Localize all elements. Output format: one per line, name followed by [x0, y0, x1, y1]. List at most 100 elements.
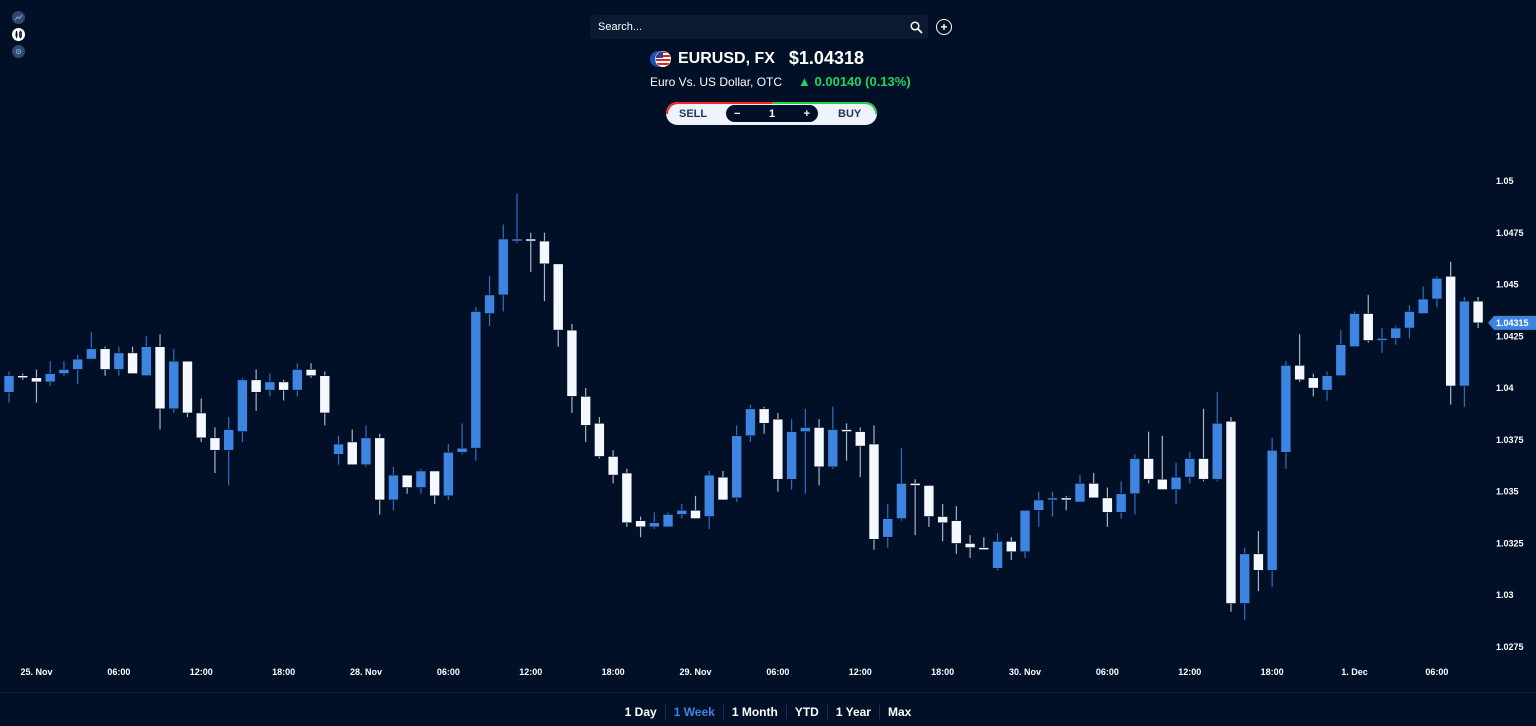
- candle-body: [209, 437, 221, 451]
- last-price-label: 1.04315: [1496, 318, 1529, 328]
- candle-body: [923, 485, 935, 517]
- candle-body: [786, 431, 797, 480]
- candlestick-chart[interactable]: 1.05 1.0475 1.045 1.0425 1.04 1.0375 1.035 1.03…: [0, 0, 1536, 692]
- increase-quantity-button[interactable]: +: [803, 107, 810, 120]
- candle-body: [31, 377, 42, 383]
- candle-body: [635, 520, 646, 528]
- x-axis-tick-label: 06:00: [766, 667, 789, 677]
- candle-body: [1157, 478, 1168, 490]
- candle-body: [305, 369, 317, 376]
- candle-body: [3, 375, 15, 393]
- x-axis-tick-label: 06:00: [437, 667, 460, 677]
- candle-body: [1308, 377, 1319, 389]
- candle-body: [1129, 458, 1141, 495]
- candle-body: [72, 358, 83, 370]
- search-icon[interactable]: [904, 20, 928, 34]
- candle-body: [360, 437, 372, 466]
- candle-body: [1088, 483, 1099, 499]
- decrease-quantity-button[interactable]: −: [734, 107, 741, 120]
- chart-type-toolbar: [12, 11, 25, 58]
- candle-body: [1033, 499, 1045, 511]
- y-axis-tick-label: 1.0475: [1496, 228, 1524, 238]
- y-axis-tick-label: 1.0275: [1496, 642, 1524, 652]
- buy-button[interactable]: BUY: [838, 107, 862, 120]
- candle-body: [415, 470, 427, 488]
- candle-body: [1417, 298, 1429, 314]
- candle-body: [1074, 483, 1086, 503]
- candle-body: [731, 435, 742, 499]
- sell-button[interactable]: SELL: [679, 107, 708, 120]
- y-axis-tick-label: 1.035: [1496, 487, 1519, 497]
- y-axis-tick-label: 1.045: [1496, 280, 1519, 290]
- x-axis-tick-label: 18:00: [1261, 667, 1284, 677]
- candle-body: [86, 348, 97, 360]
- candle-body: [992, 541, 1003, 569]
- candle-body: [278, 381, 289, 391]
- candle-body: [594, 423, 605, 457]
- x-axis-tick-label: 29. Nov: [679, 667, 711, 677]
- candle-body: [1253, 553, 1264, 571]
- candle-body: [1321, 375, 1333, 391]
- range-ytd[interactable]: YTD: [785, 705, 827, 719]
- candle-body: [690, 510, 701, 519]
- candle-body: [580, 396, 591, 426]
- line-chart-icon[interactable]: [12, 11, 25, 24]
- candlestick-icon[interactable]: [12, 28, 25, 41]
- candle-body: [1198, 458, 1209, 480]
- eur-usd-flag-icon: [650, 50, 672, 68]
- search-input[interactable]: [590, 20, 904, 34]
- y-axis-tick-label: 1.0425: [1496, 331, 1524, 341]
- x-axis-tick-label: 12:00: [1178, 667, 1201, 677]
- candle-body: [649, 522, 660, 528]
- x-axis-tick-label: 12:00: [519, 667, 542, 677]
- candle-body: [292, 369, 303, 391]
- candle-body: [703, 474, 715, 517]
- add-instrument-button[interactable]: +: [936, 19, 952, 35]
- candle-body: [1115, 493, 1127, 513]
- quantity-value[interactable]: 1: [768, 107, 776, 120]
- candle-body: [676, 510, 688, 515]
- y-axis-tick-label: 1.03: [1496, 590, 1514, 600]
- range-1-year[interactable]: 1 Year: [826, 705, 879, 719]
- candle-body: [113, 352, 125, 370]
- candle-body: [1239, 553, 1250, 604]
- candle-body: [621, 472, 633, 524]
- candle-body: [1170, 476, 1182, 490]
- candle-body: [456, 447, 468, 453]
- search-bar: [590, 15, 928, 39]
- range-1-day[interactable]: 1 Day: [624, 705, 657, 719]
- price-change: ▲ 0.00140 (0.13%): [798, 74, 911, 89]
- range-max[interactable]: Max: [878, 705, 919, 719]
- candle-body: [319, 375, 331, 414]
- candle-body: [539, 240, 550, 265]
- last-price-marker: [1488, 315, 1536, 330]
- candle-body: [1184, 458, 1196, 478]
- candle-body: [1060, 497, 1072, 501]
- candle-body: [758, 408, 770, 424]
- settings-icon[interactable]: [12, 45, 25, 58]
- candle-body: [813, 427, 825, 468]
- candle-body: [17, 375, 29, 379]
- candle-body: [882, 518, 894, 538]
- candle-body: [374, 437, 386, 501]
- candle-body: [896, 483, 907, 519]
- x-axis-tick-label: 06:00: [1096, 667, 1119, 677]
- candle-body: [484, 294, 495, 314]
- x-axis-tick-label: 12:00: [190, 667, 213, 677]
- candle-body: [552, 263, 564, 331]
- candle-body: [58, 369, 70, 374]
- candle-body: [1445, 275, 1456, 387]
- candle-body: [1143, 458, 1154, 480]
- candle-body: [237, 379, 248, 432]
- range-1-week[interactable]: 1 Week: [664, 705, 723, 719]
- candle-body: [497, 238, 509, 296]
- y-axis-tick-label: 1.05: [1496, 176, 1514, 186]
- candle-body: [154, 346, 166, 410]
- candle-body: [566, 329, 578, 397]
- candle-body: [401, 474, 413, 488]
- candle-body: [182, 360, 193, 414]
- range-1-month[interactable]: 1 Month: [722, 705, 786, 719]
- time-range-selector: 1 Day 1 Week 1 Month YTD 1 Year Max: [0, 705, 1536, 719]
- x-axis-tick-label: 30. Nov: [1009, 667, 1041, 677]
- candle-body: [1047, 497, 1058, 501]
